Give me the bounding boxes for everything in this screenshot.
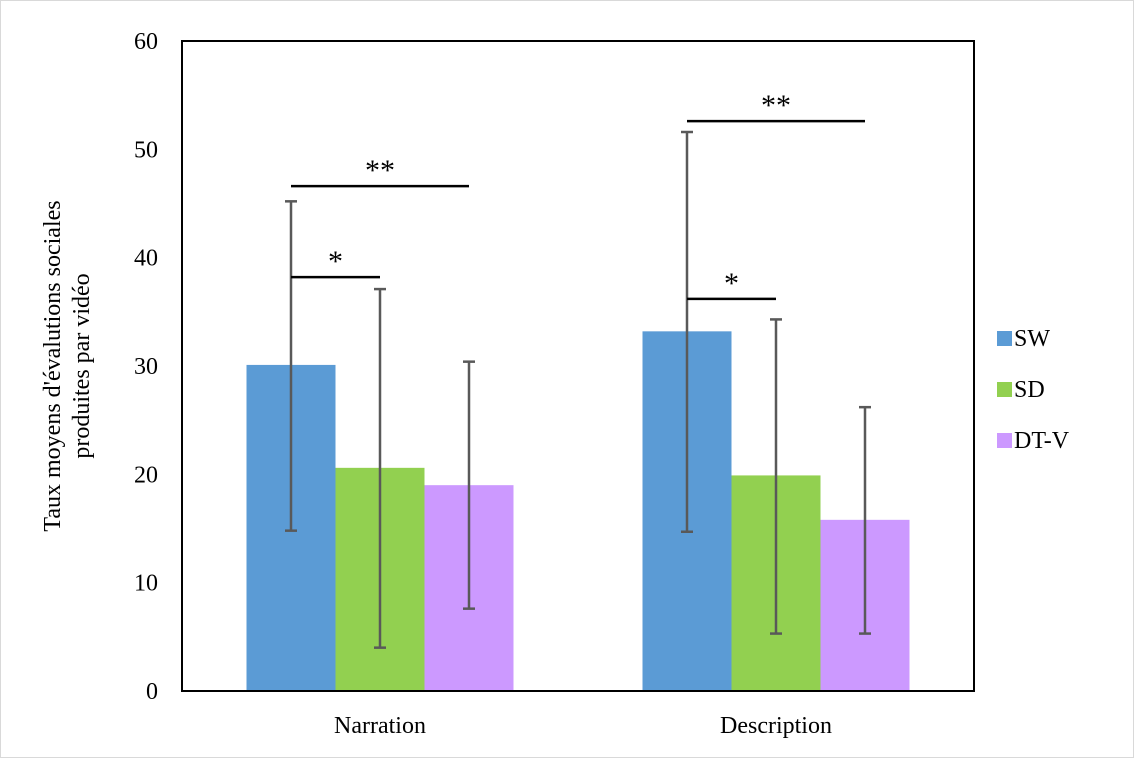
y-tick-label: 60 xyxy=(134,29,158,55)
y-axis-title-line: Taux moyens d'évalutions sociales xyxy=(40,200,66,531)
y-axis-title-line: produites par vidéo xyxy=(69,273,95,458)
legend-swatch-sd xyxy=(997,382,1012,397)
y-tick-label: 50 xyxy=(134,137,158,163)
significance-label: ** xyxy=(761,89,791,122)
y-tick-label: 10 xyxy=(134,571,158,597)
legend-swatch-sw xyxy=(997,331,1012,346)
significance-label: * xyxy=(724,267,739,300)
x-tick-label: Narration xyxy=(334,713,426,739)
y-tick-label: 0 xyxy=(146,679,158,705)
legend-label-dt-v: DT-V xyxy=(1014,428,1070,454)
legend-label-sw: SW xyxy=(1014,326,1050,352)
significance-label: * xyxy=(328,245,343,278)
y-tick-label: 40 xyxy=(134,246,158,272)
significance-label: ** xyxy=(365,154,395,187)
x-tick-label: Description xyxy=(720,713,832,739)
y-axis-title: Taux moyens d'évalutions sociales produit… xyxy=(40,200,95,531)
y-tick-label: 20 xyxy=(134,462,158,488)
legend-swatch-dt-v xyxy=(997,433,1012,448)
plot-area-border xyxy=(181,40,975,692)
legend-label-sd: SD xyxy=(1014,377,1045,403)
y-tick-label: 30 xyxy=(134,354,158,380)
